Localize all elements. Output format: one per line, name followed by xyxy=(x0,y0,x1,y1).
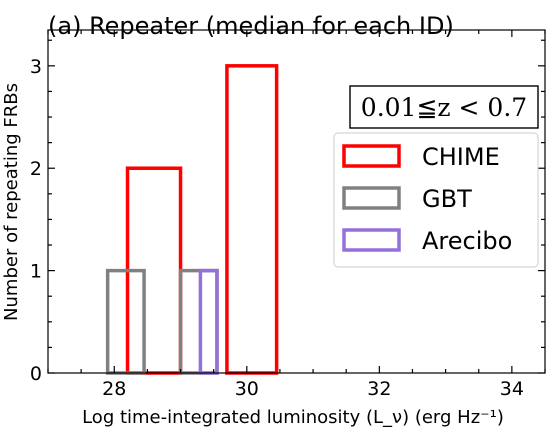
legend-swatch-chime xyxy=(342,144,401,168)
x-tick-label-28: 28 xyxy=(102,378,126,400)
legend-swatch-gbt xyxy=(342,186,401,210)
redshift-annotation-box: 0.01≦z < 0.7 xyxy=(349,85,539,129)
y-tick-label-1: 1 xyxy=(30,261,42,283)
legend: CHIME GBT Arecibo xyxy=(333,132,539,268)
x-axis-label: Log time-integrated luminosity (L_ν) (er… xyxy=(82,407,504,428)
x-axis-label-text: Log time-integrated luminosity (L_ν) (er… xyxy=(82,407,504,428)
legend-swatch-arecibo xyxy=(342,228,401,252)
axis-ticks: 28 30 32 34 0 1 2 3 xyxy=(30,30,546,400)
y-tick-label-3: 3 xyxy=(30,56,42,78)
redshift-annotation: 0.01≦z < 0.7 xyxy=(361,93,527,122)
histogram-bars xyxy=(105,64,279,375)
legend-label-chime: CHIME xyxy=(422,143,500,171)
y-axis-label: Number of repeating FRBs xyxy=(1,83,22,321)
plot-frame xyxy=(47,29,546,374)
chart-title: (a) Repeater (median for each ID) xyxy=(48,12,454,40)
x-tick-label-30: 30 xyxy=(235,378,259,400)
legend-label-arecibo: Arecibo xyxy=(422,227,512,255)
legend-label-gbt: GBT xyxy=(422,185,472,213)
y-tick-label-0: 0 xyxy=(30,363,42,385)
bar-arecibo-0 xyxy=(198,268,219,375)
x-tick-label-32: 32 xyxy=(367,378,391,400)
y-tick-label-2: 2 xyxy=(30,158,42,180)
bar-chime-2 xyxy=(225,64,279,375)
x-tick-label-34: 34 xyxy=(500,378,524,400)
